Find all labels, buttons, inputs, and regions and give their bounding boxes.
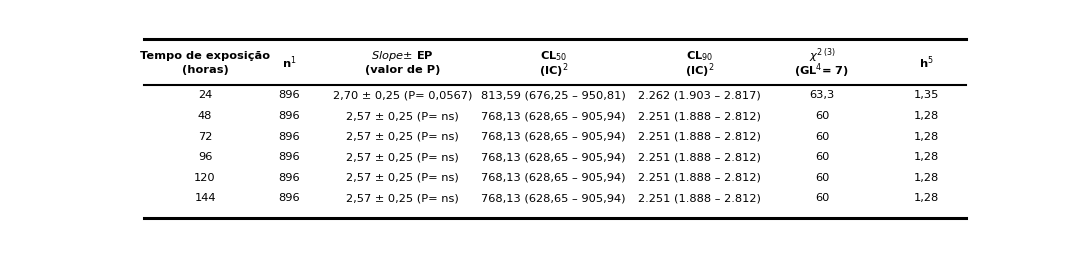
Text: 2,57 ± 0,25 (P= ns): 2,57 ± 0,25 (P= ns) <box>345 152 459 162</box>
Text: 896: 896 <box>278 131 300 141</box>
Text: 2,57 ± 0,25 (P= ns): 2,57 ± 0,25 (P= ns) <box>345 131 459 141</box>
Text: 896: 896 <box>278 152 300 162</box>
Text: 120: 120 <box>194 172 216 182</box>
Text: 60: 60 <box>814 152 830 162</box>
Text: 1,28: 1,28 <box>913 110 939 121</box>
Text: 60: 60 <box>814 131 830 141</box>
Text: 768,13 (628,65 – 905,94): 768,13 (628,65 – 905,94) <box>481 152 626 162</box>
Text: (horas): (horas) <box>182 65 229 75</box>
Text: (GL$^4$= 7): (GL$^4$= 7) <box>795 61 849 79</box>
Text: h$^5$: h$^5$ <box>918 55 934 71</box>
Text: CL$_{50}$: CL$_{50}$ <box>539 49 567 62</box>
Text: 2,57 ± 0,25 (P= ns): 2,57 ± 0,25 (P= ns) <box>345 193 459 203</box>
Text: 96: 96 <box>198 152 212 162</box>
Text: 1,28: 1,28 <box>913 193 939 203</box>
Text: 2,57 ± 0,25 (P= ns): 2,57 ± 0,25 (P= ns) <box>345 172 459 182</box>
Text: 813,59 (676,25 – 950,81): 813,59 (676,25 – 950,81) <box>481 90 626 100</box>
Text: 768,13 (628,65 – 905,94): 768,13 (628,65 – 905,94) <box>481 172 626 182</box>
Text: 72: 72 <box>198 131 212 141</box>
Text: 24: 24 <box>198 90 212 100</box>
Text: (IC)$^2$: (IC)$^2$ <box>684 61 714 79</box>
Text: (IC)$^2$: (IC)$^2$ <box>538 61 569 79</box>
Text: 1,28: 1,28 <box>913 131 939 141</box>
Text: n$^1$: n$^1$ <box>282 55 297 71</box>
Text: 2.251 (1.888 – 2.812): 2.251 (1.888 – 2.812) <box>638 152 761 162</box>
Text: 2.251 (1.888 – 2.812): 2.251 (1.888 – 2.812) <box>638 131 761 141</box>
Text: $\chi^{2\,(3)}$: $\chi^{2\,(3)}$ <box>809 46 835 65</box>
Text: 144: 144 <box>194 193 216 203</box>
Text: 768,13 (628,65 – 905,94): 768,13 (628,65 – 905,94) <box>481 131 626 141</box>
Text: 1,35: 1,35 <box>913 90 939 100</box>
Text: 1,28: 1,28 <box>913 152 939 162</box>
Text: 896: 896 <box>278 172 300 182</box>
Text: 2.251 (1.888 – 2.812): 2.251 (1.888 – 2.812) <box>638 193 761 203</box>
Text: 2,57 ± 0,25 (P= ns): 2,57 ± 0,25 (P= ns) <box>345 110 459 121</box>
Text: Tempo de exposição: Tempo de exposição <box>140 51 270 60</box>
Text: 63,3: 63,3 <box>809 90 835 100</box>
Text: (valor de P): (valor de P) <box>365 65 440 75</box>
Text: 896: 896 <box>278 193 300 203</box>
Text: 60: 60 <box>814 110 830 121</box>
Text: $\it{Slope}$$\pm$ EP: $\it{Slope}$$\pm$ EP <box>371 49 433 62</box>
Text: 896: 896 <box>278 90 300 100</box>
Text: 2.251 (1.888 – 2.812): 2.251 (1.888 – 2.812) <box>638 172 761 182</box>
Text: 768,13 (628,65 – 905,94): 768,13 (628,65 – 905,94) <box>481 110 626 121</box>
Text: 2.262 (1.903 – 2.817): 2.262 (1.903 – 2.817) <box>638 90 760 100</box>
Text: CL$_{90}$: CL$_{90}$ <box>686 49 713 62</box>
Text: 60: 60 <box>814 172 830 182</box>
Text: 896: 896 <box>278 110 300 121</box>
Text: 2.251 (1.888 – 2.812): 2.251 (1.888 – 2.812) <box>638 110 761 121</box>
Text: 1,28: 1,28 <box>913 172 939 182</box>
Text: 768,13 (628,65 – 905,94): 768,13 (628,65 – 905,94) <box>481 193 626 203</box>
Text: 60: 60 <box>814 193 830 203</box>
Text: 2,70 ± 0,25 (P= 0,0567): 2,70 ± 0,25 (P= 0,0567) <box>332 90 472 100</box>
Text: 48: 48 <box>198 110 212 121</box>
